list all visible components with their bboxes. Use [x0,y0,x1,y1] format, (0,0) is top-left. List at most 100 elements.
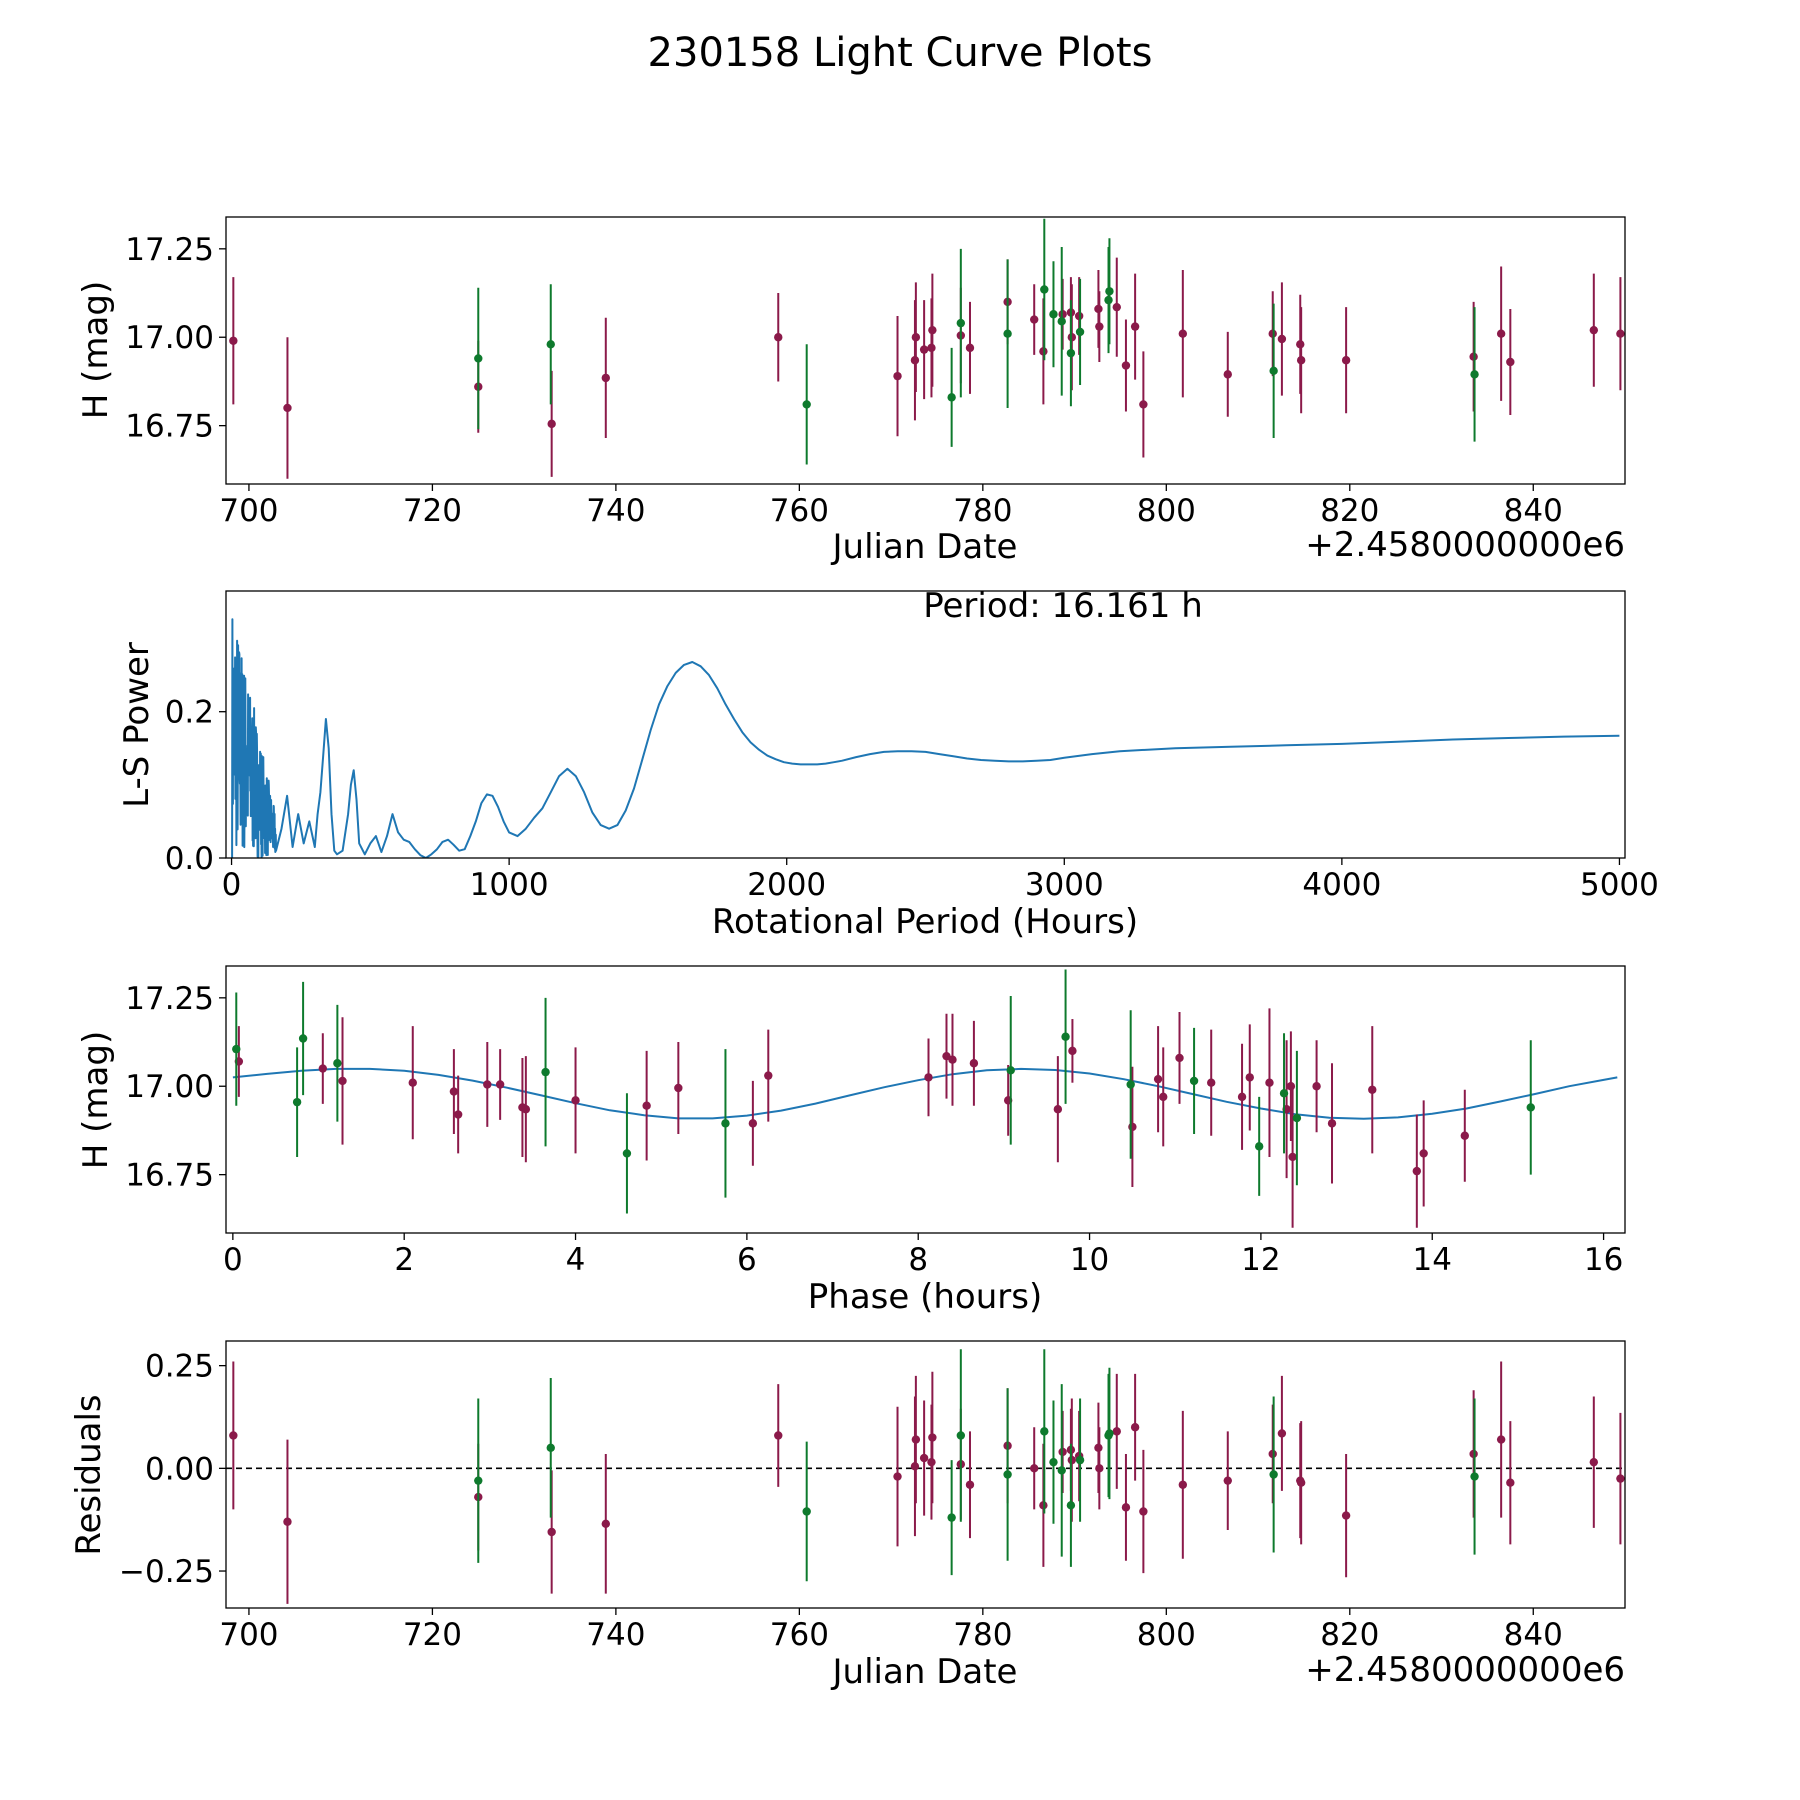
raw-point-g [947,393,956,402]
periodogram-x-axis-label: Rotational Period (Hours) [712,902,1138,942]
residuals-point-r [1112,1427,1121,1436]
raw-point-r [893,371,902,381]
periodogram-y-tick-label: 0.0 [165,841,214,877]
residuals-point-r [1506,1478,1515,1487]
raw-point-r [283,403,292,413]
raw-point-r [1496,329,1506,338]
residuals-point-g [1269,1470,1278,1479]
residuals-point-r [283,1517,292,1526]
residuals-point-r [1616,1474,1625,1483]
phased-point-r [495,1080,505,1089]
raw-point-r [1030,315,1039,324]
phased-point-r [748,1119,758,1128]
residuals-plot-content [226,1349,1625,1604]
figure-title: 230158 Light Curve Plots [648,30,1153,76]
raw-point-r [1277,334,1287,344]
residuals-point-r [1277,1429,1287,1438]
residuals-point-r [928,1433,937,1442]
residuals-point-r [601,1519,610,1528]
phased-y-tick-label: 17.00 [125,1069,214,1105]
phased-point-r [1412,1166,1422,1176]
phased-point-g [1526,1103,1535,1112]
residuals-point-g [1105,1429,1114,1438]
raw-point-r [1616,329,1625,338]
raw-point-g [474,354,483,363]
raw-point-g [1066,348,1076,358]
raw-point-g [1105,287,1114,296]
residuals-point-g [1040,1427,1049,1436]
raw-x-tick-label: 740 [586,493,645,529]
raw-point-r [1223,370,1232,379]
phased-point-r [1312,1082,1321,1091]
raw-point-g [956,318,966,328]
raw-point-r [1112,302,1121,312]
residuals-y-tick-label: −0.25 [119,1554,214,1590]
raw-x-tick-label: 840 [1504,493,1563,529]
residuals-point-g [802,1507,811,1516]
periodogram-x-tick-label: 3000 [1025,867,1104,903]
residuals-point-r [1030,1464,1039,1473]
phased-point-r [764,1071,773,1080]
phased-point-r [948,1055,957,1064]
raw-point-r [928,325,937,335]
residuals-point-r [1178,1480,1188,1489]
residuals-ticks: 700 720 740 760 780 800 820 840 −0.25 0.00 0.25 [119,1349,1563,1653]
phased-light-curve-panel: 0 2 4 6 8 10 12 14 16 16.75 17.00 17.25 Phase (hour… [76,965,1626,1317]
residuals-y-tick-label: 0.00 [145,1451,214,1487]
phased-plot-content [232,969,1618,1228]
residuals-point-g [546,1443,555,1453]
raw-point-g [546,340,555,349]
phased-x-tick-label: 4 [566,1242,586,1278]
raw-point-r [911,333,921,342]
phased-point-r [453,1110,463,1119]
phased-point-g [622,1149,632,1158]
residuals-point-r [893,1472,902,1481]
phased-point-r [1175,1053,1184,1063]
residuals-x-axis-label: Julian Date [831,1652,1018,1692]
phased-x-tick-label: 16 [1584,1242,1623,1278]
phased-point-r [642,1101,651,1110]
phased-point-r [338,1076,347,1086]
phased-point-r [571,1096,580,1105]
raw-y-tick-label: 17.00 [125,320,214,356]
raw-point-g [1269,366,1278,376]
residuals-point-r [1223,1476,1232,1485]
phased-point-r [924,1073,933,1082]
residuals-point-r [1296,1478,1306,1487]
phased-point-g [292,1097,302,1107]
residuals-point-g [956,1431,966,1440]
phased-point-r [408,1078,417,1087]
phased-point-g [1006,1066,1015,1075]
phased-x-tick-label: 6 [737,1242,757,1278]
phased-ticks: 0 2 4 6 8 10 12 14 16 16.75 17.00 17.25 [125,981,1623,1278]
raw-point-r [1095,322,1104,331]
raw-point-r [919,345,929,354]
phased-y-tick-label: 16.75 [125,1158,214,1194]
residuals-x-tick-label: 740 [586,1617,645,1653]
phased-point-r [1159,1092,1168,1102]
residuals-point-r [1589,1457,1599,1467]
phased-x-axis-label: Phase (hours) [808,1277,1042,1317]
phased-point-r [1265,1078,1274,1087]
residuals-x-offset-label: +2.4580000000e6 [1305,1650,1625,1690]
periodogram-axes-frame [225,590,1626,859]
raw-x-tick-label: 780 [953,493,1012,529]
residuals-point-r [1095,1464,1104,1473]
raw-x-tick-label: 820 [1320,493,1379,529]
raw-point-g [1075,327,1085,337]
phased-point-r [1237,1092,1247,1102]
phased-point-r [674,1083,683,1093]
raw-x-tick-label: 760 [770,493,829,529]
period-annotation: Period: 16.161 h [923,586,1203,626]
phased-point-g [232,1044,241,1054]
raw-point-g [1040,285,1049,294]
phased-point-r [969,1059,979,1068]
residuals-point-r [1130,1423,1140,1432]
phased-point-r [1128,1122,1137,1132]
phased-axes-frame [225,965,1626,1234]
phased-point-r [1368,1085,1377,1094]
residuals-point-g [1075,1455,1085,1465]
raw-point-r [229,336,238,345]
